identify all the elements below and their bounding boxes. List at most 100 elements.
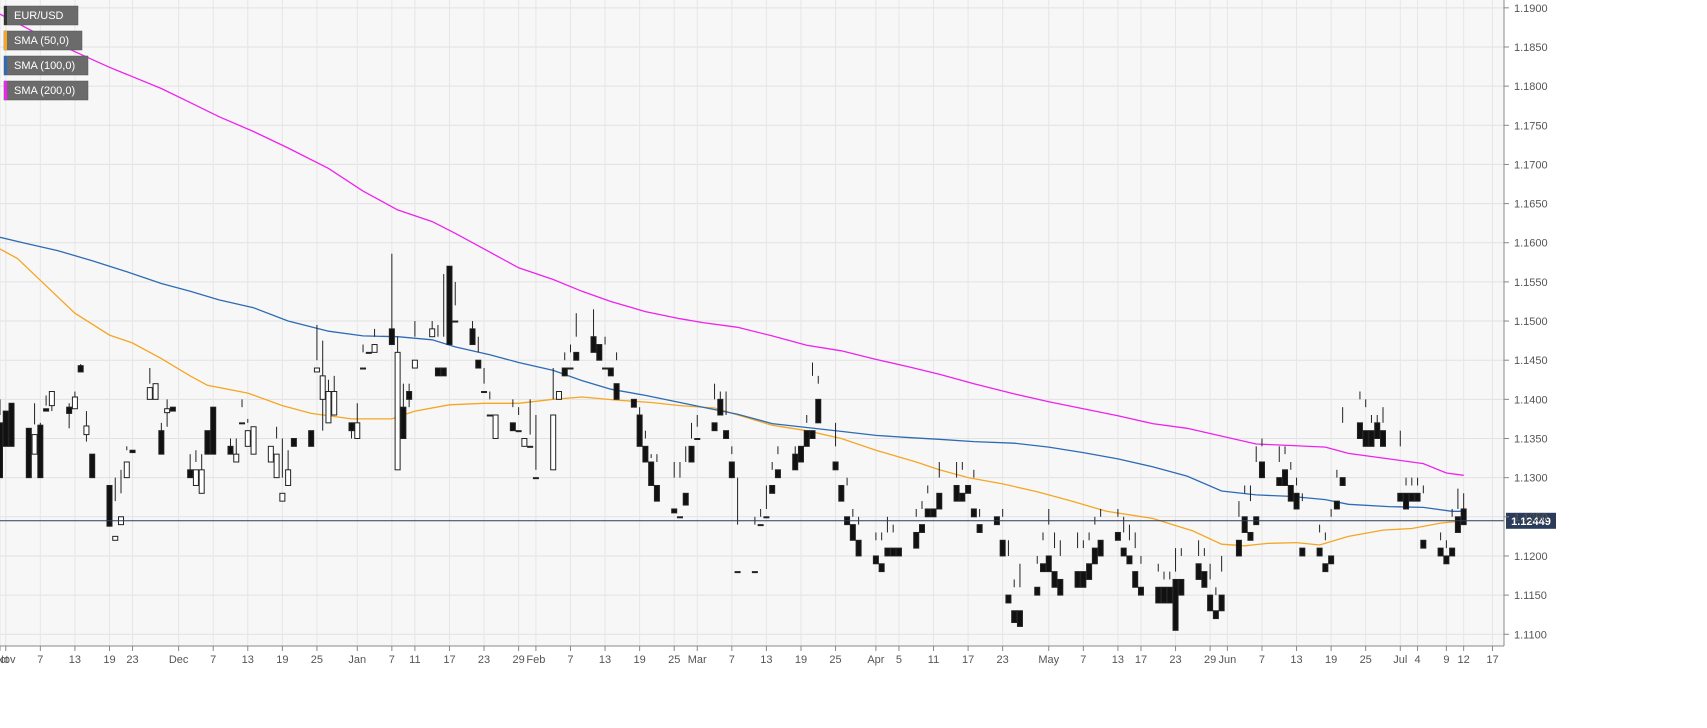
candle-body-up (676, 516, 683, 519)
candle-body-up (694, 437, 701, 440)
x-axis: OctNov7131923Dec7131925Jan711172329Feb71… (0, 646, 1499, 666)
legend-label: SMA (100,0) (14, 60, 75, 72)
candle-body-down (1166, 586, 1173, 604)
y-tick-label: 1.1900 (1514, 3, 1548, 15)
candle-body-down (1374, 422, 1381, 439)
candle-body-down (815, 398, 822, 424)
x-tick-label: 25 (829, 654, 841, 666)
candle (1276, 446, 1283, 486)
x-tick-label: 23 (478, 654, 490, 666)
candle-body-down (2, 410, 9, 447)
x-tick-label: 23 (1169, 654, 1181, 666)
candle-body-up (279, 492, 286, 502)
candle-body-down (475, 359, 482, 369)
candle-body-down (210, 406, 217, 455)
candle (769, 461, 776, 494)
x-tick-label: 13 (1112, 654, 1124, 666)
candle-body-down (924, 508, 931, 518)
candle (596, 344, 603, 361)
candle-body-down (1207, 594, 1214, 612)
candle-body-down (688, 445, 695, 463)
candle (1051, 532, 1058, 588)
candle-body-down (400, 406, 407, 439)
candle (169, 406, 176, 412)
candle-body-down (187, 469, 194, 479)
candle (348, 422, 355, 439)
y-tick-label: 1.1250 (1514, 512, 1548, 524)
candle (71, 391, 78, 410)
x-tick-label: 7 (1259, 654, 1265, 666)
candle (331, 375, 338, 416)
candles (0, 253, 1467, 631)
candle-body-down (1137, 586, 1144, 596)
x-tick-label: 7 (1080, 654, 1086, 666)
candle-body-down (607, 367, 614, 377)
candle (1114, 508, 1121, 541)
candle (936, 461, 943, 510)
candle-body-down (1195, 563, 1202, 580)
candle (774, 446, 781, 479)
candle (884, 516, 891, 557)
candle-body-down (1328, 555, 1335, 565)
candle (77, 364, 84, 373)
candle (803, 415, 810, 447)
candle-body-down (1443, 555, 1450, 565)
candle (2, 410, 9, 447)
candle-body-up (555, 391, 562, 400)
candle-body-down (809, 430, 816, 439)
candle-body-up (31, 434, 38, 455)
candle (734, 477, 741, 574)
candle-body-down (1172, 578, 1179, 631)
candle (1132, 532, 1139, 588)
candle-body-down (728, 461, 735, 479)
candle (360, 344, 367, 370)
candle-body-up (123, 461, 130, 479)
candle-body-down (965, 484, 972, 494)
x-tick-label: 11 (928, 654, 939, 666)
candle (763, 485, 770, 519)
candle-body-down (1437, 547, 1444, 557)
candle (671, 461, 678, 514)
candle (792, 446, 799, 471)
candle (365, 351, 372, 354)
candle-body-up (550, 414, 557, 471)
candle-body-down (913, 531, 920, 549)
candle (953, 461, 960, 502)
candle-body-down (1120, 547, 1127, 557)
candle (446, 265, 453, 346)
candle (1218, 555, 1225, 612)
x-tick-label: 19 (795, 654, 807, 666)
candle (1379, 407, 1386, 447)
candle-body-down (1241, 516, 1248, 533)
x-tick-label: Jul (1393, 654, 1407, 666)
candle (400, 383, 407, 439)
candle-body-down (1258, 461, 1265, 479)
candle (146, 368, 153, 400)
candle (48, 391, 55, 412)
x-tick-label: 17 (1486, 654, 1498, 666)
candle-body-down (1057, 578, 1064, 596)
x-tick-label: 13 (1290, 654, 1302, 666)
candle (411, 321, 418, 369)
legend-item: SMA (50,0) (3, 30, 83, 51)
candle-body-up (83, 425, 90, 436)
candle-body-up (244, 430, 251, 447)
legend: EUR/USD SMA (50,0) SMA (100,0) SMA (200,0) (3, 5, 89, 101)
candle (210, 406, 217, 455)
candle (325, 379, 332, 424)
legend-swatch (4, 81, 7, 100)
candle-body-down (158, 430, 165, 455)
candle (481, 368, 488, 394)
candle (918, 501, 925, 533)
candle (250, 426, 257, 455)
candle-body-down (434, 367, 441, 377)
candle (204, 430, 211, 455)
candle (1420, 485, 1427, 549)
candle-body-down (613, 383, 620, 400)
candle (1293, 477, 1300, 510)
x-tick-label: 19 (276, 654, 288, 666)
candle (676, 461, 683, 519)
candle-body-up (325, 391, 332, 424)
candle (717, 391, 724, 416)
